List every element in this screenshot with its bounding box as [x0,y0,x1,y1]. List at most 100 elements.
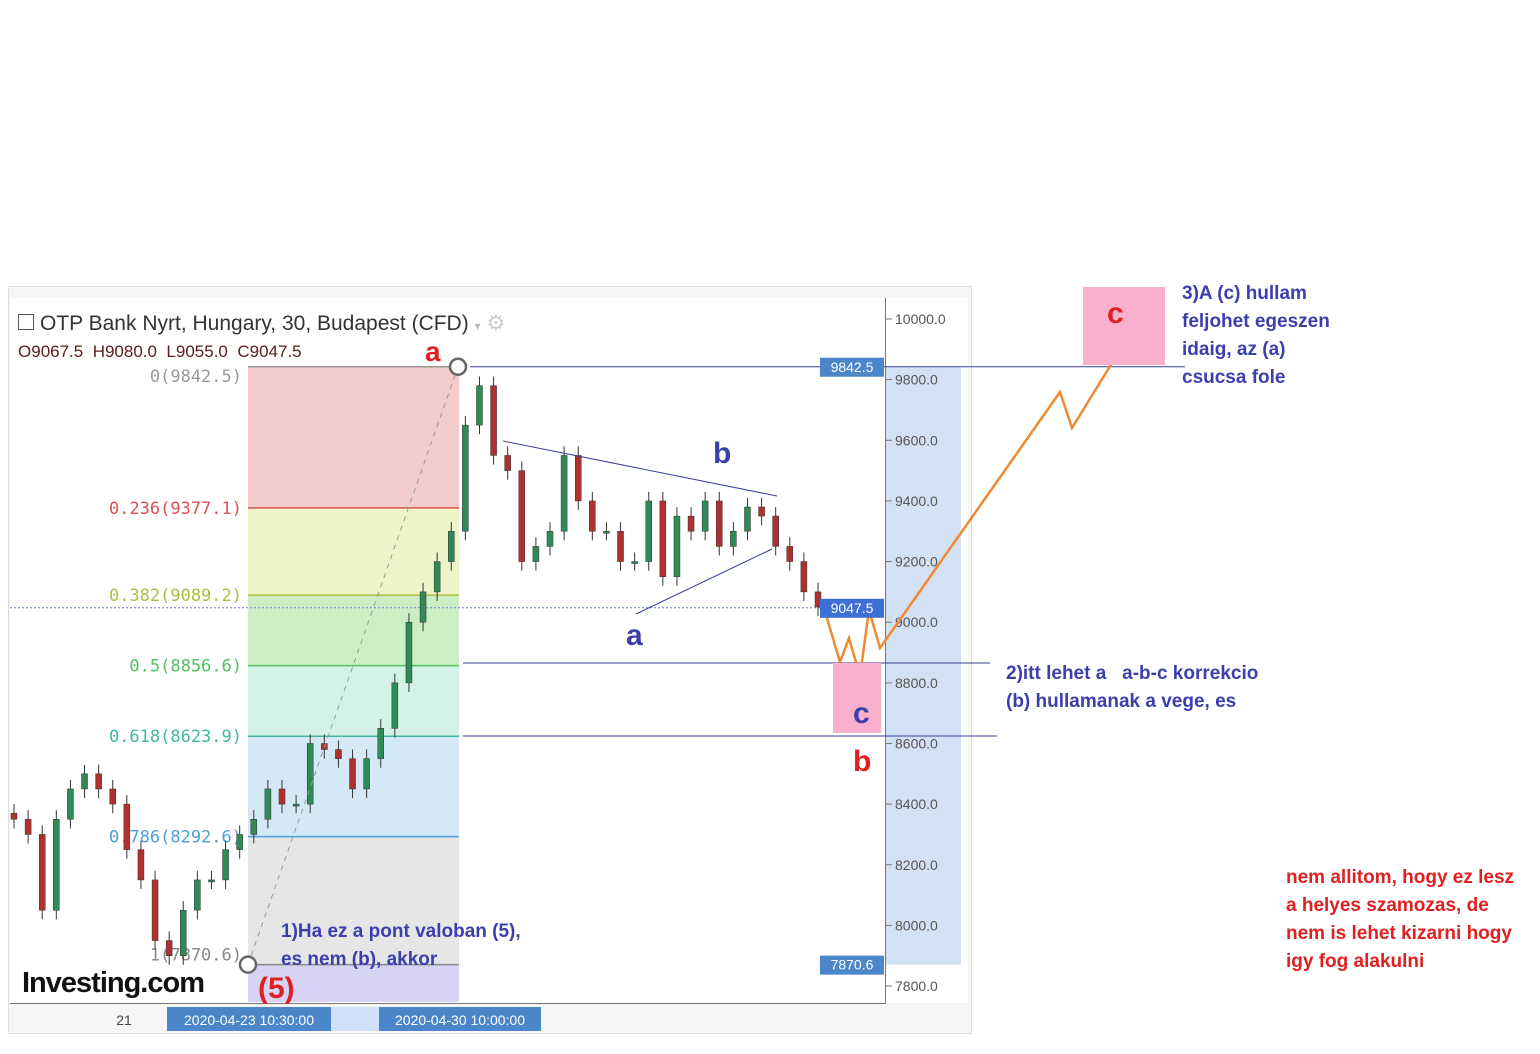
x-range-bg [331,1007,379,1031]
fib-label-0: 0(9842.5) [150,367,242,387]
y-tick-label: 9800.0 [895,372,938,388]
candle [264,788,272,820]
box-c-label-high: c [1107,297,1124,330]
candle [180,909,187,956]
candle [67,788,74,820]
box-c-label-low: c [853,697,870,730]
candle [165,940,173,956]
y-tick-label: 8000.0 [895,917,938,933]
wave-b-label: b [853,745,872,778]
x-tick-label: 2020-04-23 10:30:00 [184,1012,314,1028]
candle [673,515,681,577]
settings-icon[interactable]: ⚙ [486,312,506,335]
price-tag-bg [820,598,884,618]
fib-zone-0.5 [248,665,459,737]
y-tick-label: 8800.0 [895,675,938,691]
note-3: 3)A (c) hullam feljohet egeszen idaig, az … [1182,283,1330,388]
investing-logo: Investing.com [22,967,205,999]
fib-label-0.786: 0.786(8292.6) [109,828,242,848]
y-tick-label: 8400.0 [895,796,938,812]
y-tick-label: 10000.0 [895,311,946,327]
candle [250,819,258,835]
fib-zone-0.236 [248,507,459,596]
fib-handle-top [448,357,468,377]
candle [758,506,765,517]
candle [236,834,243,850]
triangle-lower-line [635,548,773,615]
y-tick-label: 8200.0 [895,857,938,873]
candle [574,455,582,502]
chart-title: OTP Bank Nyrt, Hungary, 30, Budapest (CF… [18,312,505,338]
price-tag-bg [820,955,884,975]
candle [716,500,723,547]
x-tick-label: 2020-04-30 10:00:00 [395,1012,525,1028]
candle [701,500,709,532]
candle [81,773,88,790]
symbol-title: OTP Bank Nyrt, Hungary, 30, Budapest (CF… [40,312,469,335]
candle [659,500,667,577]
candle [53,819,60,911]
candle [518,470,526,562]
y-tick-label: 9400.0 [895,493,938,509]
triangle-upper-line [502,440,778,497]
candle [448,530,455,562]
fib-label-1: 1(7870.6) [150,946,242,966]
x-tick-label: 21 [116,1012,132,1028]
candle [433,561,441,593]
candle [603,530,610,534]
fib-label-0.236: 0.236(9377.1) [109,499,242,519]
y-tick-label: 9200.0 [895,554,938,570]
candle [306,743,314,805]
candle [363,758,370,790]
wave-5-label: (5) [258,972,295,1005]
candle [222,849,229,881]
candle [405,621,413,684]
candle [560,455,568,532]
ohlc-readout: O9067.5 H9080.0 L9055.0 C9047.5 [18,342,302,361]
candle [730,530,737,547]
candle [151,879,159,941]
price-tag-bg [820,357,884,377]
price-tag: 9047.5 [831,600,874,616]
x-tag-bg [167,1007,331,1031]
candle [744,506,751,532]
candle [10,812,18,820]
candle [278,788,286,805]
candle [109,788,116,805]
fib-zone-0 [248,366,459,508]
collapse-icon[interactable] [18,314,34,331]
axis-range-highlight [886,366,961,965]
candle [476,385,483,426]
candle [786,546,794,562]
price-tag: 7870.6 [831,957,874,973]
price-tag: 9842.5 [831,359,874,375]
y-tick-label: 9000.0 [895,614,938,630]
candle [589,500,596,532]
candle [38,834,46,911]
note-1: 1)Ha ez a pont valoban (5), es nem (b), a… [281,921,521,970]
candle [419,591,427,623]
candle [24,819,32,835]
candle [772,515,779,547]
fib-handle-bottom [238,955,258,974]
candle [645,500,652,562]
candle [335,749,342,759]
candle [631,561,638,564]
candle [123,803,131,850]
fib-zone-extension [248,964,459,1002]
x-tag-bg [379,1007,541,1031]
candle [349,758,356,790]
candle [504,455,511,471]
projection-path [824,336,1130,677]
candle [490,385,497,456]
fib-label-0.618: 0.618(8623.9) [109,727,242,747]
candle [194,879,201,911]
dropdown-icon[interactable]: ▾ [474,319,481,333]
y-tick-label: 9600.0 [895,432,938,448]
candle [391,682,399,729]
fib-label-0.382: 0.382(9089.2) [109,586,242,606]
candle [617,530,624,562]
candle [800,561,808,593]
target-box-b [833,663,881,733]
candle [137,849,145,881]
